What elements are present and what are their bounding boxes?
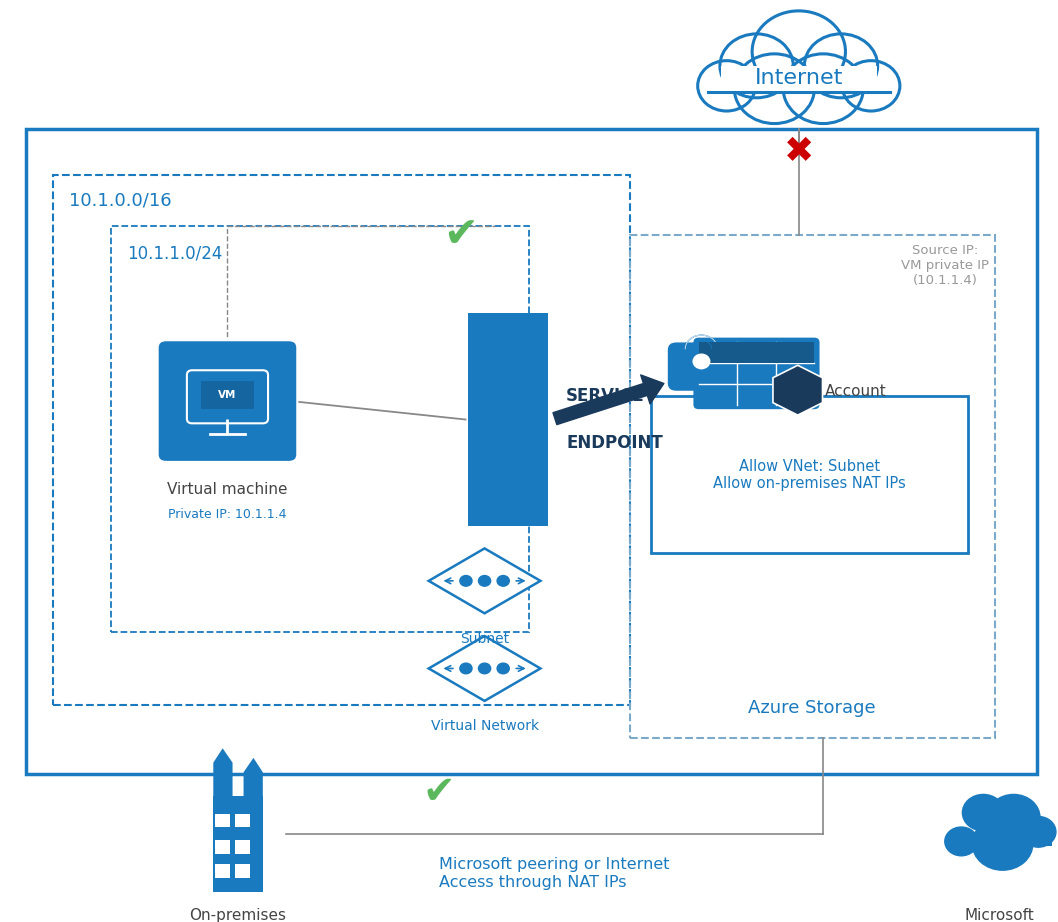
Circle shape	[719, 34, 794, 98]
Text: 10.1.1.0/24: 10.1.1.0/24	[127, 244, 222, 263]
Circle shape	[987, 795, 1040, 841]
Circle shape	[697, 61, 755, 111]
Polygon shape	[214, 749, 233, 797]
FancyBboxPatch shape	[26, 129, 1037, 774]
Text: On-premises: On-premises	[189, 908, 287, 922]
Circle shape	[460, 575, 472, 586]
Text: ✖: ✖	[784, 136, 814, 169]
Text: Microsoft: Microsoft	[965, 908, 1035, 922]
FancyBboxPatch shape	[948, 832, 1052, 846]
FancyBboxPatch shape	[215, 814, 231, 827]
Text: Internet: Internet	[754, 68, 843, 89]
FancyBboxPatch shape	[698, 342, 815, 363]
Text: SERVICE: SERVICE	[566, 387, 644, 406]
FancyBboxPatch shape	[201, 381, 254, 408]
Text: Private IP: 10.1.1.4: Private IP: 10.1.1.4	[168, 508, 287, 521]
FancyBboxPatch shape	[187, 371, 268, 423]
Circle shape	[842, 61, 900, 111]
Polygon shape	[243, 758, 262, 797]
Circle shape	[804, 34, 878, 98]
Circle shape	[478, 663, 491, 674]
FancyBboxPatch shape	[158, 340, 297, 462]
Circle shape	[460, 663, 472, 674]
Text: Account: Account	[825, 384, 887, 399]
Polygon shape	[773, 365, 822, 415]
FancyBboxPatch shape	[235, 864, 250, 878]
FancyBboxPatch shape	[235, 840, 250, 854]
FancyBboxPatch shape	[215, 840, 231, 854]
FancyBboxPatch shape	[235, 814, 250, 827]
FancyArrowPatch shape	[553, 375, 663, 425]
Circle shape	[972, 818, 1033, 870]
Circle shape	[752, 11, 845, 92]
Circle shape	[734, 53, 815, 124]
FancyBboxPatch shape	[651, 396, 968, 553]
Circle shape	[1021, 817, 1056, 847]
Polygon shape	[428, 549, 541, 613]
Circle shape	[478, 575, 491, 586]
Text: 10.1.0.0/16: 10.1.0.0/16	[69, 192, 171, 210]
Text: ✔: ✔	[443, 214, 477, 256]
FancyBboxPatch shape	[693, 337, 820, 409]
Polygon shape	[428, 636, 541, 701]
Text: Microsoft peering or Internet
Access through NAT IPs: Microsoft peering or Internet Access thr…	[439, 857, 670, 890]
FancyBboxPatch shape	[468, 313, 548, 526]
Text: Azure Storage: Azure Storage	[748, 699, 876, 717]
Circle shape	[693, 354, 710, 369]
Text: Source IP:
VM private IP
(10.1.1.4): Source IP: VM private IP (10.1.1.4)	[901, 244, 989, 288]
FancyBboxPatch shape	[722, 65, 876, 91]
Circle shape	[783, 53, 863, 124]
Circle shape	[497, 663, 509, 674]
Text: Allow VNet: Subnet
Allow on-premises NAT IPs: Allow VNet: Subnet Allow on-premises NAT…	[713, 458, 906, 491]
Text: ENDPOINT: ENDPOINT	[566, 433, 662, 452]
Circle shape	[945, 827, 978, 856]
Text: VM: VM	[218, 390, 237, 399]
FancyBboxPatch shape	[214, 797, 262, 892]
Circle shape	[497, 575, 509, 586]
Text: Virtual machine: Virtual machine	[167, 482, 288, 497]
Circle shape	[963, 795, 1004, 831]
Text: ✔: ✔	[423, 774, 455, 811]
FancyBboxPatch shape	[215, 864, 231, 878]
FancyBboxPatch shape	[668, 342, 735, 391]
Text: Virtual Network: Virtual Network	[431, 719, 539, 733]
Text: Subnet: Subnet	[460, 632, 509, 645]
